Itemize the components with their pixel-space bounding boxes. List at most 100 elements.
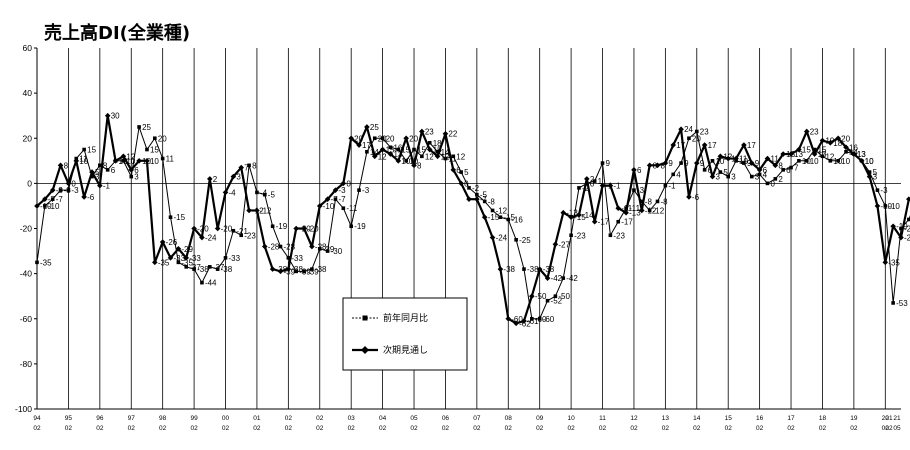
data-label-outlook: -12: [645, 206, 657, 215]
data-point-outlook: [662, 160, 669, 166]
data-label-outlook: -10: [880, 202, 892, 211]
data-label-yoy: -37: [189, 263, 201, 272]
data-point-yoy: [506, 217, 511, 222]
data-point-yoy: [773, 177, 778, 181]
data-point-outlook: [89, 169, 95, 175]
x-tick-sub: 02: [882, 425, 890, 432]
data-label-yoy: 10: [841, 157, 850, 166]
data-label-yoy: -12: [496, 206, 508, 215]
data-label-yoy: -33: [229, 254, 241, 263]
data-label-outlook: 17: [747, 141, 756, 150]
data-point-yoy: [828, 159, 833, 163]
data-label-yoy: 20: [386, 134, 395, 143]
x-tick-year: 11: [599, 415, 606, 422]
data-label-outlook: -24: [205, 234, 217, 243]
data-label-outlook: 15: [802, 146, 811, 155]
data-label-yoy: 0: [590, 179, 595, 188]
data-label-yoy: 3: [755, 173, 760, 182]
data-label-outlook: 0: [346, 179, 351, 188]
data-point-yoy: [404, 159, 408, 163]
data-label-yoy: -16: [511, 215, 523, 224]
data-label-yoy: 11: [166, 155, 175, 164]
data-point-yoy: [585, 181, 589, 186]
data-label-outlook: -24: [496, 234, 508, 243]
data-point-yoy: [310, 267, 314, 271]
data-label-yoy: -15: [503, 213, 515, 222]
data-label-outlook: -7: [48, 195, 56, 204]
y-tick-label: -40: [20, 269, 33, 279]
data-label-yoy: -17: [621, 218, 633, 227]
data-point-yoy: [153, 136, 157, 141]
data-label-yoy: -7: [338, 195, 346, 204]
data-label-yoy: 5: [873, 168, 878, 177]
data-label-yoy: -35: [181, 258, 193, 267]
data-label-yoy: -3: [880, 186, 888, 195]
x-tick-year: 19: [850, 415, 858, 422]
x-tick-sub: 02: [662, 425, 670, 432]
data-point-outlook: [693, 160, 700, 166]
x-tick-sub: 02: [348, 425, 356, 432]
data-label-yoy: 8: [252, 161, 257, 170]
data-point-outlook: [238, 164, 245, 171]
data-point-yoy: [655, 199, 660, 204]
data-label-outlook: -39: [283, 267, 295, 276]
data-label-yoy: -28: [283, 243, 295, 252]
data-point-yoy: [333, 197, 338, 201]
data-point-yoy: [435, 149, 440, 154]
x-tick-year: 17: [787, 415, 795, 422]
data-label-yoy: -20: [904, 225, 910, 234]
x-tick-year: 95: [65, 415, 73, 422]
data-label-outlook: 8: [778, 161, 783, 170]
legend-box: [342, 297, 468, 371]
data-point-yoy: [844, 149, 848, 154]
data-label-outlook: 18: [833, 139, 842, 148]
data-label-outlook: 23: [425, 127, 434, 136]
data-label-yoy: 0: [770, 179, 775, 188]
data-point-outlook: [175, 246, 182, 252]
data-label-yoy: 10: [865, 157, 874, 166]
x-tick-sub: 02: [850, 425, 858, 432]
data-point-yoy: [467, 186, 471, 190]
data-point-outlook: [411, 162, 417, 169]
data-point-yoy: [718, 170, 723, 174]
data-label-outlook: -20: [307, 225, 319, 234]
data-label-outlook: 9: [700, 159, 705, 168]
data-point-yoy: [247, 163, 251, 168]
data-label-yoy: -39: [307, 267, 319, 276]
data-point-yoy: [255, 190, 259, 195]
data-label-yoy: 5: [723, 168, 728, 177]
data-point-yoy: [176, 260, 181, 265]
data-point-yoy: [632, 188, 636, 192]
x-tick-year: 21: [885, 415, 893, 422]
data-label-yoy: 15: [818, 146, 827, 155]
data-label-outlook: 13: [857, 150, 866, 159]
data-point-outlook: [513, 320, 519, 327]
data-label-yoy: 12: [456, 152, 465, 161]
data-label-yoy: -8: [645, 197, 653, 206]
vertical-gridlines: [68, 48, 886, 409]
data-label-outlook: 9: [755, 159, 760, 168]
data-point-outlook: [529, 293, 535, 299]
data-label-yoy: -37: [213, 263, 225, 272]
data-label-yoy: -23: [574, 231, 586, 240]
data-point-yoy: [765, 181, 770, 186]
data-point-outlook: [191, 225, 197, 232]
data-label-yoy: -3: [64, 186, 72, 195]
x-tick-sub: 02: [819, 425, 827, 432]
data-point-outlook: [199, 234, 205, 241]
data-point-yoy: [490, 208, 495, 213]
data-label-outlook: 8: [417, 161, 422, 170]
data-point-outlook: [419, 128, 425, 135]
data-label-yoy: -25: [519, 236, 531, 245]
data-label-yoy: 10: [715, 157, 724, 166]
x-tick-year: 06: [442, 415, 450, 422]
data-point-outlook: [717, 153, 724, 160]
data-point-outlook: [254, 207, 260, 214]
data-point-outlook: [623, 209, 629, 216]
data-label-yoy: 23: [700, 127, 709, 136]
data-label-yoy: -53: [896, 299, 908, 308]
data-point-outlook: [670, 142, 677, 148]
data-point-outlook: [898, 234, 904, 241]
x-tick-year: 16: [756, 415, 764, 422]
data-point-yoy: [184, 265, 189, 269]
